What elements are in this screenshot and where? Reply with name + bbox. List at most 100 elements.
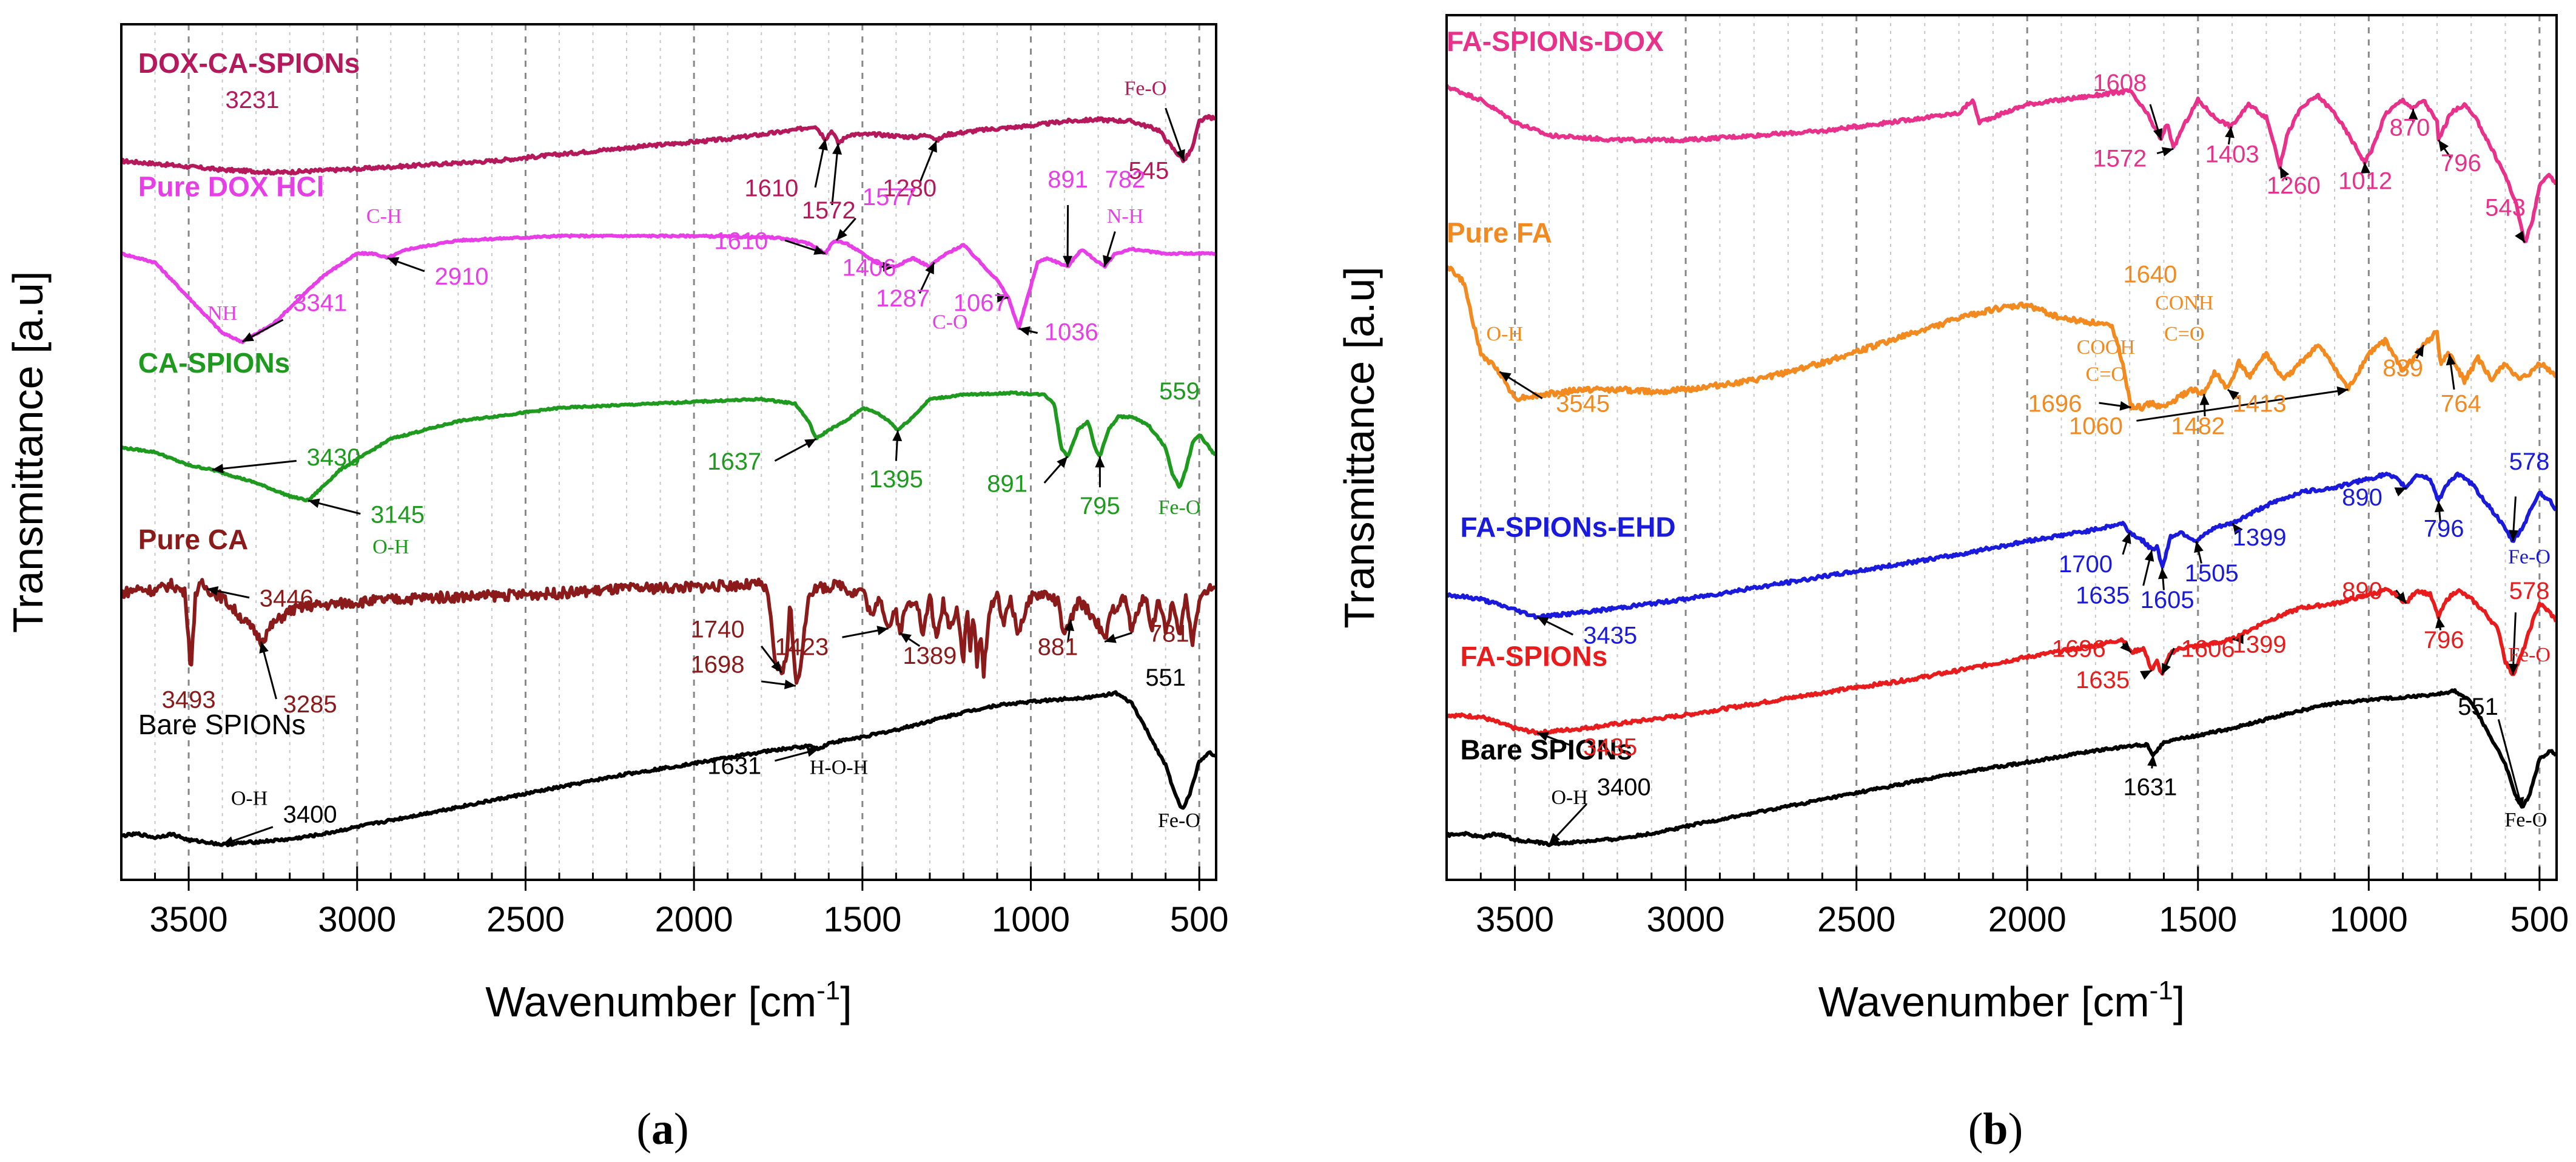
annotation-arrowhead <box>2446 354 2456 366</box>
peak-annotation: 1631 <box>2123 774 2177 800</box>
peak-annotation: C=O <box>2164 323 2204 345</box>
y-axis-title: Transmittance [a.u] <box>4 271 52 633</box>
peak-annotation: 3231 <box>225 87 279 113</box>
peak-annotation: 796 <box>2424 515 2464 542</box>
peak-annotation: 3435 <box>1583 734 1637 760</box>
peak-annotation: 1482 <box>2171 413 2225 439</box>
peak-annotation: 781 <box>1149 621 1189 647</box>
series-line-fa-spions-ehd <box>1445 471 2558 620</box>
annotation-arrowhead <box>2153 128 2163 140</box>
series-line-ca-spions <box>120 390 1217 502</box>
peak-annotation: O-H <box>1551 786 1587 809</box>
annotation-arrowhead <box>2161 147 2174 157</box>
peak-annotation: 1403 <box>2205 141 2259 167</box>
peak-annotation: 578 <box>2509 578 2550 604</box>
series-name-label: Bare SPIONs <box>138 709 306 740</box>
annotation-arrowhead <box>1175 149 1185 161</box>
peak-annotation: 1036 <box>1044 319 1098 345</box>
series-name-label: CA-SPIONs <box>138 347 290 379</box>
peak-annotation: 1608 <box>2093 70 2147 96</box>
peak-annotation: 3493 <box>162 687 216 714</box>
y-axis-title: Transmittance [a.u] <box>1336 266 1383 629</box>
annotation-arrowhead <box>784 680 796 689</box>
peak-annotation: 1635 <box>2076 667 2130 694</box>
annotation-arrowhead <box>1549 833 1561 845</box>
peak-annotation: 559 <box>1159 378 1200 405</box>
annotation-arrowhead <box>2194 541 2204 553</box>
peak-annotation: 870 <box>2390 114 2430 141</box>
x-tick-label: 1500 <box>823 900 901 939</box>
annotation-arrow <box>212 460 297 471</box>
peak-annotation: 1698 <box>690 651 744 678</box>
x-axis-title: Wavenumber [cm-1] <box>485 976 852 1025</box>
peak-annotation: 1700 <box>2059 551 2113 578</box>
annotation-arrowhead <box>806 747 819 757</box>
annotation-arrowhead <box>900 633 912 643</box>
peak-annotation: 890 <box>2342 578 2383 604</box>
annotation-arrowhead <box>1095 456 1105 468</box>
x-tick-label: 2500 <box>1817 900 1895 939</box>
peak-annotation: 1640 <box>2123 262 2177 288</box>
annotation-arrowhead <box>2119 401 2131 411</box>
annotation-arrowhead <box>1103 255 1112 267</box>
peak-annotation: 1696 <box>2028 391 2082 417</box>
peak-annotation: H-O-H <box>810 757 868 779</box>
peak-annotation: 1577 <box>863 184 916 211</box>
peak-annotation: 1572 <box>802 197 856 224</box>
series-line-dox-ca-spions <box>121 113 1216 176</box>
annotation-arrowhead <box>925 262 935 275</box>
peak-annotation: 1280 <box>883 175 937 201</box>
peak-annotation: 1423 <box>775 633 829 660</box>
x-tick-label: 3500 <box>150 900 228 939</box>
annotation-arrowhead <box>207 586 219 596</box>
annotation-arrowhead <box>832 143 842 155</box>
series-name-label: Pure CA <box>138 524 248 555</box>
x-axis: 3500 3000 2500 2000 1500 1000 500 <box>150 866 1229 939</box>
series-line-pure-ca <box>120 577 1217 685</box>
x-tick-label: 2000 <box>655 900 733 939</box>
x-tick-label: 500 <box>1170 900 1229 939</box>
x-tick-label: 2500 <box>486 900 565 939</box>
peak-annotation: 2910 <box>435 263 489 290</box>
annotation-arrowhead <box>1057 456 1068 468</box>
peak-annotation: N-H <box>1107 205 1143 228</box>
plot-frame <box>120 23 1217 881</box>
annotation-arrowhead <box>876 626 889 635</box>
series-line-pure-fa <box>1445 265 2558 412</box>
annotation-arrowhead <box>997 292 1009 303</box>
peak-annotation: Fe-O <box>2508 644 2551 666</box>
annotation-arrowhead <box>2514 797 2524 809</box>
peak-annotation: 1399 <box>2233 631 2287 658</box>
peak-annotation: 891 <box>987 470 1027 497</box>
x-tick-label: 2000 <box>1988 900 2067 939</box>
annotation-arrowhead <box>222 836 235 846</box>
peak-annotation: 1399 <box>2233 524 2287 551</box>
annotation-arrowhead <box>2279 166 2290 179</box>
peak-annotation: 3285 <box>283 691 337 718</box>
annotation-arrowhead <box>2225 126 2235 138</box>
peak-annotation: 1572 <box>2093 146 2147 172</box>
peak-annotation: 881 <box>1038 633 1078 660</box>
peak-annotation: 1505 <box>2185 560 2239 587</box>
series-name-label: DOX-CA-SPIONs <box>138 47 360 79</box>
x-tick-label: 3500 <box>1476 900 1554 939</box>
peak-annotation: 1605 <box>2141 587 2194 613</box>
annotation-arrowhead <box>771 661 782 673</box>
plot-frame <box>1445 14 2558 881</box>
peak-annotation: 1740 <box>690 616 744 643</box>
annotation-arrowhead <box>212 464 224 474</box>
peak-annotation: Fe-O <box>1159 496 1201 519</box>
peak-annotation: 545 <box>1128 157 1169 184</box>
series-name-label: FA-SPIONs <box>1461 640 1608 672</box>
x-tick-label: 3000 <box>1647 900 1725 939</box>
annotation-arrowhead <box>2434 501 2444 513</box>
peak-annotation: 795 <box>1080 493 1120 519</box>
annotation-arrowhead <box>1063 255 1073 267</box>
x-tick-label: 1500 <box>2159 900 2237 939</box>
annotation-arrowhead <box>2232 523 2243 535</box>
peak-annotation: 3435 <box>1583 623 1637 649</box>
annotation-arrowhead <box>308 498 320 508</box>
annotation-arrowhead <box>259 641 269 654</box>
peak-annotation: Fe-O <box>2508 546 2551 568</box>
